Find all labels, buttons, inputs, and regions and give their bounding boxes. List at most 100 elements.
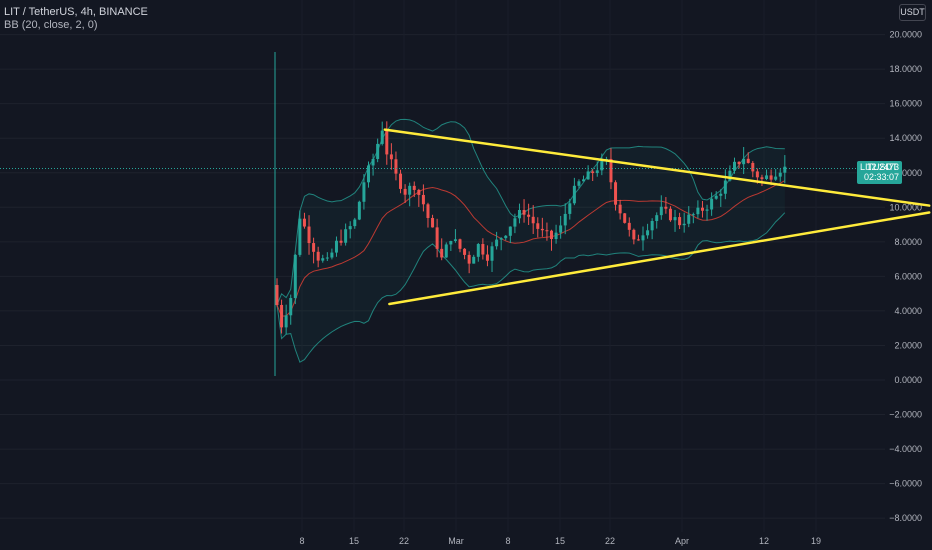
- candle: [321, 258, 325, 261]
- y-tick-label: 18.0000: [889, 64, 922, 74]
- countdown: 02:33:07: [863, 172, 899, 183]
- candle: [728, 170, 732, 181]
- candle: [705, 209, 709, 211]
- candle: [751, 162, 755, 172]
- candle: [600, 160, 604, 171]
- candle: [733, 161, 736, 171]
- candle: [710, 198, 714, 210]
- candle: [302, 218, 306, 227]
- candle: [618, 204, 622, 214]
- candle: [399, 173, 403, 189]
- candle: [495, 239, 499, 247]
- y-tick-label: 14.0000: [889, 133, 922, 143]
- candle: [673, 217, 677, 221]
- candle: [280, 304, 284, 328]
- ticker-label: LITUSDT: [860, 162, 898, 173]
- candle: [499, 238, 503, 240]
- candle: [755, 171, 759, 178]
- y-tick-label: 2.0000: [894, 340, 922, 350]
- candle: [522, 210, 526, 215]
- y-tick-label: 16.0000: [889, 99, 922, 109]
- x-tick-label: Mar: [448, 536, 464, 546]
- y-tick-label: −8.0000: [889, 513, 922, 523]
- y-tick-label: −4.0000: [889, 444, 922, 454]
- candle: [550, 230, 553, 240]
- candle: [719, 193, 723, 196]
- y-tick-label: 4.0000: [894, 306, 922, 316]
- candle: [778, 172, 782, 177]
- candle: [765, 175, 769, 179]
- x-tick-label: 15: [349, 536, 359, 546]
- candle: [636, 239, 640, 241]
- candle: [453, 239, 457, 241]
- candle: [687, 214, 691, 224]
- candle: [440, 248, 444, 258]
- candle: [376, 143, 380, 159]
- candle: [435, 227, 439, 249]
- candle: [696, 207, 700, 215]
- y-tick-label: 0.0000: [894, 375, 922, 385]
- candle: [293, 254, 297, 299]
- y-tick-label: 20.0000: [889, 30, 922, 40]
- candle: [353, 219, 357, 227]
- last-price-label: LITUSDT 12.2473 02:33:07: [857, 161, 902, 185]
- candle: [742, 158, 746, 165]
- y-tick-label: 10.0000: [889, 202, 922, 212]
- candle: [508, 226, 512, 236]
- candle: [389, 154, 393, 160]
- x-tick-label: 12: [759, 536, 769, 546]
- candle: [577, 181, 581, 186]
- candle: [339, 240, 343, 243]
- candle: [783, 166, 787, 173]
- candle: [609, 158, 613, 183]
- trendline-upper: [383, 128, 931, 207]
- band-fill: [277, 119, 785, 363]
- x-axis: 8 15 22 Mar 8 15 22 Apr 12 19: [299, 536, 821, 546]
- indicator-legend[interactable]: BB (20, close, 2, 0): [4, 19, 98, 31]
- candle: [737, 161, 741, 165]
- candle: [572, 185, 576, 204]
- candle: [275, 285, 279, 305]
- candle: [467, 254, 471, 264]
- candle: [403, 188, 407, 195]
- candle: [691, 214, 695, 216]
- candle: [746, 158, 750, 163]
- candle: [504, 235, 508, 239]
- x-tick-label: 8: [505, 536, 510, 546]
- candle: [394, 159, 398, 174]
- candle: [563, 213, 567, 226]
- candle: [417, 189, 421, 195]
- candle: [632, 229, 636, 240]
- currency-button[interactable]: USDT: [899, 4, 926, 21]
- candle: [531, 216, 535, 224]
- candle: [485, 254, 489, 261]
- candle: [568, 203, 572, 214]
- candle: [371, 158, 375, 166]
- candle: [298, 218, 302, 255]
- candle: [481, 244, 485, 255]
- candle: [476, 244, 480, 257]
- candle: [472, 256, 476, 264]
- x-tick-label: 22: [605, 536, 615, 546]
- candle: [421, 194, 425, 205]
- candle: [650, 220, 654, 231]
- candle: [431, 217, 435, 228]
- candle: [646, 230, 650, 236]
- candle: [623, 213, 627, 223]
- x-tick-label: 8: [299, 536, 304, 546]
- candle: [362, 182, 366, 202]
- candle: [659, 206, 663, 216]
- lower-band: [276, 212, 786, 363]
- candle: [426, 204, 430, 218]
- candle: [463, 248, 467, 255]
- candle: [312, 243, 316, 252]
- candle: [641, 235, 645, 241]
- candle: [627, 222, 631, 230]
- candle: [412, 185, 416, 190]
- candle: [289, 298, 293, 316]
- candle: [668, 208, 672, 221]
- candle: [595, 170, 599, 174]
- candle: [325, 257, 329, 259]
- candle: [444, 244, 448, 258]
